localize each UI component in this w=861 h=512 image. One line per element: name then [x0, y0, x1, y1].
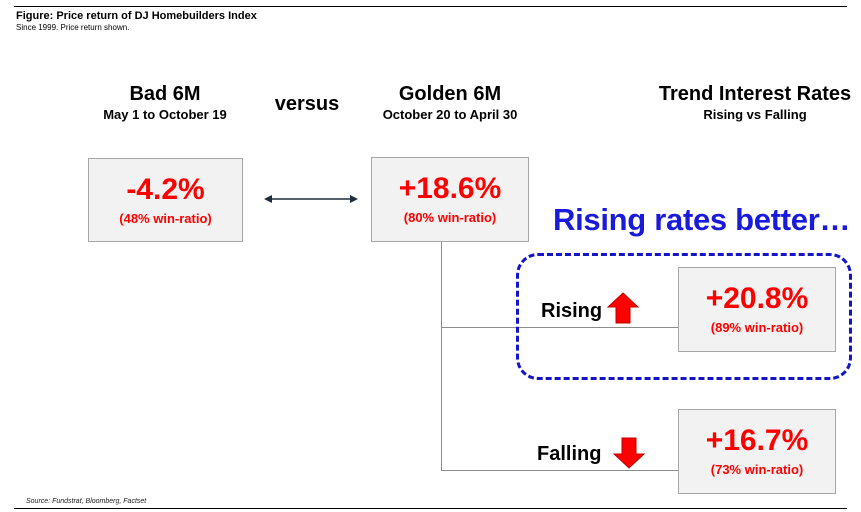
bad-6m-header: Bad 6M May 1 to October 19 — [80, 82, 250, 124]
golden-6m-box: +18.6% (80% win-ratio) — [371, 157, 529, 242]
bad-6m-win-ratio: (48% win-ratio) — [119, 211, 212, 226]
bad-6m-value: -4.2% — [126, 173, 205, 206]
double-arrow-icon — [264, 195, 358, 203]
rising-label: Rising — [539, 300, 605, 323]
connector-falling — [441, 470, 678, 471]
golden-6m-title: Golden 6M — [398, 83, 502, 105]
connector-vertical — [441, 242, 442, 471]
top-rule — [14, 6, 847, 7]
rising-box: +20.8% (89% win-ratio) — [678, 267, 836, 352]
bad-6m-title: Bad 6M — [129, 83, 201, 105]
falling-win-ratio: (73% win-ratio) — [710, 462, 804, 477]
down-arrow-icon — [612, 437, 646, 469]
connector-rising — [441, 327, 678, 328]
golden-6m-win-ratio: (80% win-ratio) — [403, 210, 497, 225]
falling-box: +16.7% (73% win-ratio) — [678, 409, 836, 494]
falling-label: Falling — [535, 443, 604, 466]
bottom-rule — [14, 508, 847, 509]
golden-6m-subtitle: October 20 to April 30 — [382, 107, 518, 122]
bad-6m-subtitle: May 1 to October 19 — [103, 107, 227, 122]
figure-subtitle: Since 1999. Price return shown. — [16, 23, 130, 32]
rising-value: +20.8% — [705, 282, 809, 315]
trend-rates-header: Trend Interest Rates Rising vs Falling — [650, 82, 860, 124]
up-arrow-icon — [606, 292, 640, 324]
bad-6m-box: -4.2% (48% win-ratio) — [88, 158, 243, 242]
figure-title: Figure: Price return of DJ Homebuilders … — [16, 10, 257, 22]
highlight-dashed-box — [516, 253, 852, 380]
golden-6m-value: +18.6% — [398, 172, 502, 205]
source-note: Source: Fundstrat, Bloomberg, Factset — [26, 498, 147, 505]
rising-win-ratio: (89% win-ratio) — [710, 320, 804, 335]
versus-label: versus — [274, 93, 340, 115]
rising-rates-callout: Rising rates better… — [553, 202, 851, 237]
trend-rates-title: Trend Interest Rates — [658, 83, 852, 105]
golden-6m-header: Golden 6M October 20 to April 30 — [360, 82, 540, 124]
falling-value: +16.7% — [705, 424, 809, 457]
trend-rates-subtitle: Rising vs Falling — [703, 107, 807, 122]
